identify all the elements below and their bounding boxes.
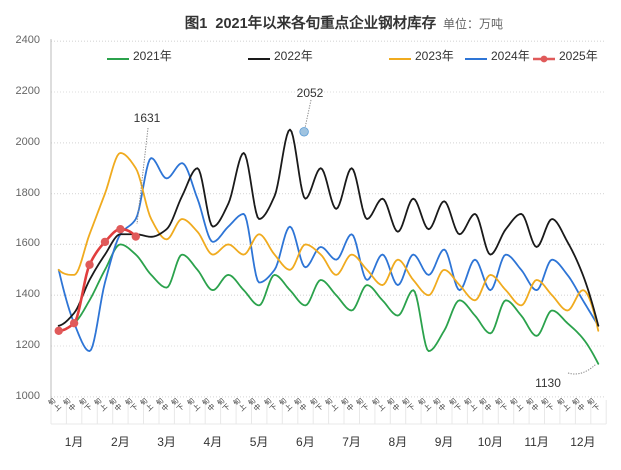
svg-text:1631: 1631 <box>134 111 161 125</box>
svg-text:2052: 2052 <box>297 86 324 100</box>
svg-text:1130: 1130 <box>535 376 561 390</box>
